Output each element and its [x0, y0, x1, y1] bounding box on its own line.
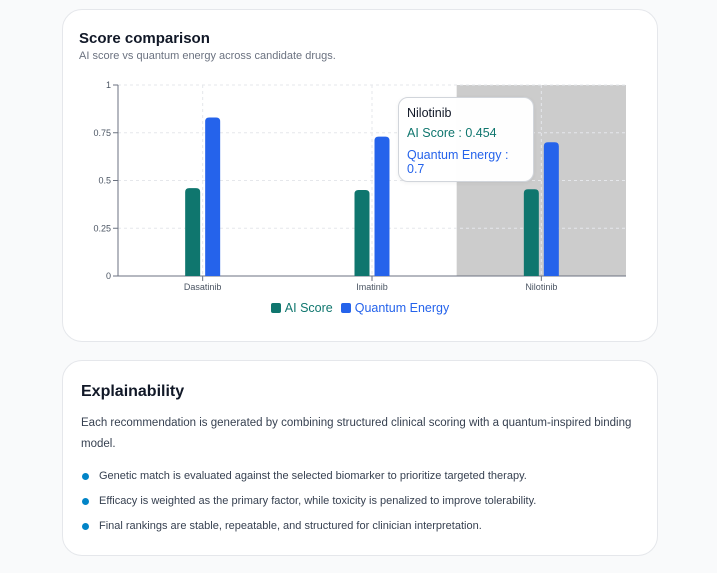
tooltip-ai-score: AI Score : 0.454 [407, 126, 497, 140]
bar-chart[interactable]: 0 0.25 0.5 0.75 1 Dasatinib Imatinib Nilotinib [63, 10, 659, 300]
legend-item-ai-score[interactable]: AI Score [270, 301, 333, 315]
y-tick-label: 0.75 [93, 128, 111, 138]
bullet-dot [82, 473, 89, 480]
explainability-points: Genetic match is evaluated against the s… [81, 469, 536, 544]
y-tick-label: 0.25 [93, 223, 111, 233]
bar-ai-score-imatinib [354, 190, 370, 276]
y-tick-label: 0.5 [98, 176, 111, 186]
point-text: Efficacy is weighted as the primary fact… [99, 495, 537, 507]
legend-swatch-ai-score [270, 303, 281, 313]
x-tick-label: Dasatinib [184, 282, 222, 292]
y-tick-label: 0 [106, 271, 111, 281]
chart-title: Score comparison [79, 30, 210, 47]
y-tick-label: 1 [106, 80, 111, 90]
bar-quantum-energy-nilotinib [543, 142, 559, 276]
explainability-description: Each recommendation is generated by comb… [81, 417, 632, 450]
point-text: Final rankings are stable, repeatable, a… [99, 520, 482, 532]
bar-ai-score-dasatinib [185, 188, 201, 276]
legend-label-ai-score: AI Score [284, 301, 333, 315]
explainability-title: Explainability [81, 383, 185, 400]
list-item: Efficacy is weighted as the primary fact… [81, 494, 536, 519]
explainability-card: Explainability Each recommendation is ge… [62, 360, 658, 556]
point-text: Genetic match is evaluated against the s… [99, 470, 527, 482]
bullet-dot [82, 523, 89, 530]
x-tick-label: Nilotinib [525, 282, 557, 292]
x-tick-label: Imatinib [356, 282, 388, 292]
bar-ai-score-nilotinib [523, 189, 539, 276]
list-item: Genetic match is evaluated against the s… [81, 469, 536, 494]
legend-item-quantum-energy[interactable]: Quantum Energy [340, 301, 450, 315]
chart-tooltip: Nilotinib AI Score : 0.454 Quantum Energ… [398, 97, 534, 182]
chart-legend: AI Score Quantum Energy [63, 301, 657, 315]
score-comparison-card: Score comparison AI score vs quantum ene… [62, 9, 658, 342]
tooltip-title: Nilotinib [407, 106, 452, 120]
list-item: Final rankings are stable, repeatable, a… [81, 519, 536, 544]
chart-subtitle: AI score vs quantum energy across candid… [79, 50, 336, 62]
legend-swatch-quantum-energy [340, 303, 351, 313]
tooltip-quantum-energy: Quantum Energy : 0.7 [407, 148, 509, 176]
legend-label-quantum-energy: Quantum Energy [354, 301, 450, 315]
bullet-dot [82, 498, 89, 505]
bar-quantum-energy-imatinib [374, 136, 390, 276]
bar-quantum-energy-dasatinib [205, 117, 221, 276]
